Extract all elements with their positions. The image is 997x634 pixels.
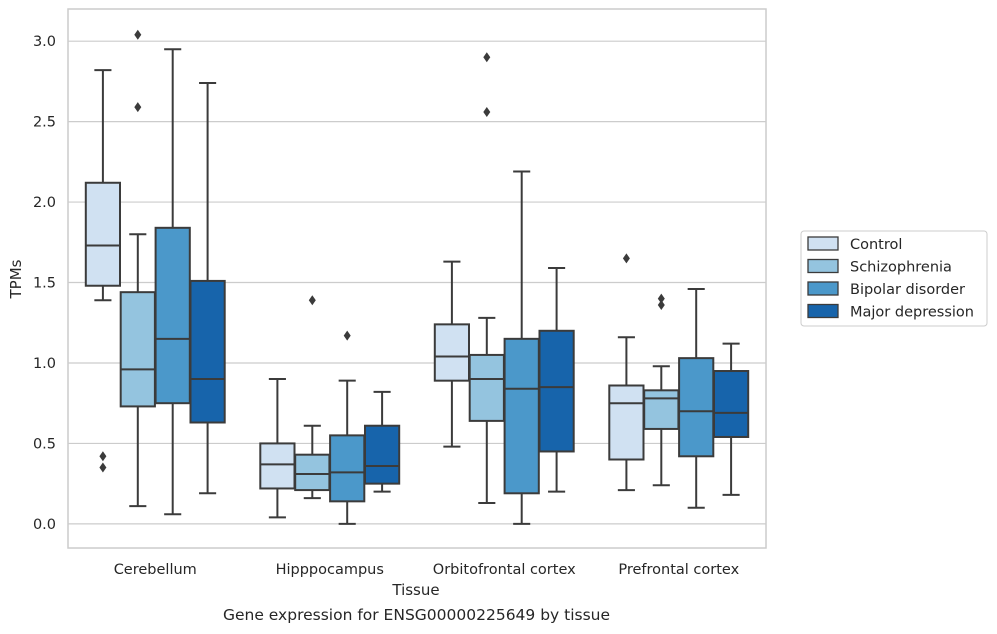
y-tick-label: 0.0 bbox=[33, 517, 56, 533]
series-schizophrenia bbox=[119, 29, 680, 508]
legend: Control Schizophrenia Bipolar disorder Majo… bbox=[800, 230, 988, 327]
box-body bbox=[468, 353, 505, 422]
box-series bbox=[84, 29, 750, 525]
legend-swatch bbox=[807, 236, 839, 251]
outlier-point bbox=[483, 52, 491, 63]
box-body bbox=[189, 279, 226, 424]
legend-label: Bipolar disorder bbox=[850, 282, 965, 298]
box bbox=[294, 295, 331, 500]
legend-label: Control bbox=[850, 237, 902, 253]
box bbox=[503, 170, 540, 525]
outlier-point bbox=[657, 293, 665, 304]
outlier-point bbox=[308, 295, 316, 306]
outlier-point bbox=[622, 253, 630, 264]
outlier-point bbox=[134, 102, 142, 113]
box-body bbox=[608, 384, 645, 461]
box-body bbox=[433, 323, 471, 382]
y-tick-label: 2.0 bbox=[33, 195, 56, 211]
box bbox=[538, 267, 575, 493]
box bbox=[119, 29, 156, 508]
x-tick-label: Prefrontal cortex bbox=[618, 562, 739, 578]
box-body bbox=[643, 389, 680, 430]
x-tick-label: Hipppocampus bbox=[276, 562, 384, 578]
box bbox=[363, 390, 401, 493]
legend-label: Schizophrenia bbox=[850, 260, 952, 276]
series-control bbox=[84, 69, 645, 519]
series-bipolar-disorder bbox=[154, 48, 715, 525]
box bbox=[154, 48, 191, 516]
y-tick-label: 2.5 bbox=[33, 115, 56, 131]
outlier-point bbox=[343, 330, 351, 341]
box-body bbox=[119, 291, 156, 408]
box bbox=[712, 342, 750, 496]
box-body bbox=[329, 434, 366, 503]
y-tick-labels: 0.0 0.5 1.0 1.5 2.0 2.5 3.0 bbox=[33, 34, 56, 533]
box bbox=[259, 378, 296, 519]
box bbox=[678, 287, 715, 509]
outlier-point bbox=[99, 451, 107, 462]
box-body bbox=[84, 181, 122, 287]
box-body bbox=[503, 337, 540, 495]
box bbox=[608, 253, 645, 492]
legend-swatch bbox=[807, 281, 839, 296]
plot-frame bbox=[67, 8, 767, 549]
box bbox=[189, 82, 226, 495]
outlier-point bbox=[657, 300, 665, 311]
legend-swatch bbox=[807, 258, 839, 274]
legend-frame bbox=[800, 230, 988, 327]
box bbox=[468, 52, 505, 504]
y-axis-label: TPMs bbox=[7, 259, 25, 299]
x-axis-label: Tissue bbox=[391, 581, 439, 599]
legend-swatch bbox=[807, 303, 839, 319]
box bbox=[329, 330, 366, 525]
box-body bbox=[678, 357, 715, 458]
y-tick-label: 0.5 bbox=[33, 436, 56, 452]
box bbox=[643, 293, 680, 487]
box-body bbox=[154, 226, 191, 405]
x-tick-labels: Cerebellum Hipppocampus Orbitofrontal cort… bbox=[114, 562, 740, 578]
figure-caption: Gene expression for ENSG00000225649 by t… bbox=[222, 606, 611, 624]
legend-label: Major depression bbox=[850, 305, 974, 321]
box-body bbox=[363, 424, 401, 485]
series-major-depression bbox=[189, 82, 750, 496]
x-tick-label: Cerebellum bbox=[114, 562, 197, 578]
y-tick-label: 3.0 bbox=[33, 34, 56, 50]
box-body bbox=[538, 329, 575, 453]
box-body bbox=[712, 370, 750, 438]
box bbox=[84, 69, 122, 473]
y-tick-label: 1.5 bbox=[33, 276, 56, 292]
box-body bbox=[294, 453, 331, 492]
outlier-point bbox=[134, 29, 142, 40]
x-tick-label: Orbitofrontal cortex bbox=[433, 562, 576, 578]
box bbox=[433, 260, 471, 448]
box-body bbox=[259, 442, 296, 490]
outlier-point bbox=[483, 106, 491, 117]
outlier-point bbox=[99, 462, 107, 473]
y-tick-label: 1.0 bbox=[33, 356, 56, 372]
